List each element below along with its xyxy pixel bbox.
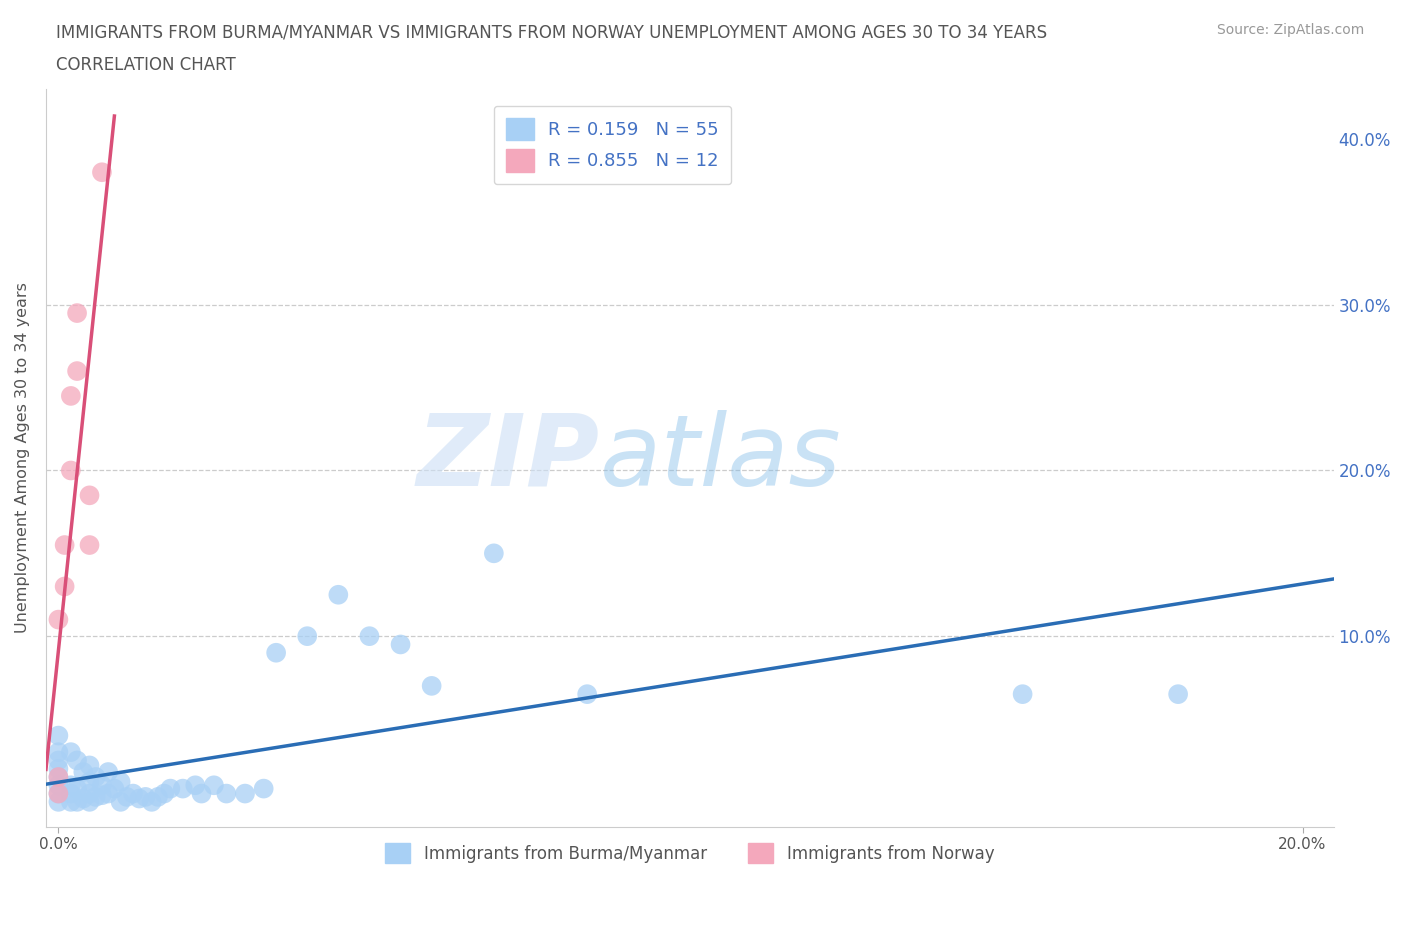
Y-axis label: Unemployment Among Ages 30 to 34 years: Unemployment Among Ages 30 to 34 years <box>15 283 30 633</box>
Point <box>59 389 82 404</box>
Point <box>53 579 76 594</box>
Point <box>84 769 107 784</box>
Point <box>66 364 89 379</box>
Point <box>172 781 194 796</box>
Legend: Immigrants from Burma/Myanmar, Immigrants from Norway: Immigrants from Burma/Myanmar, Immigrant… <box>378 836 1001 870</box>
Point <box>1011 686 1033 701</box>
Point <box>48 745 70 760</box>
Point <box>72 764 94 779</box>
Point <box>48 612 70 627</box>
Point <box>297 629 319 644</box>
Point <box>84 790 107 804</box>
Point <box>48 762 70 777</box>
Point <box>66 306 89 321</box>
Point <box>79 488 101 503</box>
Point <box>48 769 70 784</box>
Point <box>420 678 443 693</box>
Point <box>482 546 505 561</box>
Point <box>48 753 70 768</box>
Point <box>91 777 114 792</box>
Point <box>79 538 101 552</box>
Point <box>66 781 89 796</box>
Point <box>1167 686 1189 701</box>
Point <box>91 165 114 179</box>
Point <box>48 786 70 801</box>
Point <box>146 790 169 804</box>
Point <box>141 794 163 809</box>
Text: Source: ZipAtlas.com: Source: ZipAtlas.com <box>1216 23 1364 37</box>
Point <box>59 794 82 809</box>
Point <box>233 786 256 801</box>
Point <box>103 781 125 796</box>
Point <box>159 781 181 796</box>
Point <box>202 777 225 792</box>
Point <box>115 790 138 804</box>
Point <box>97 764 120 779</box>
Point <box>153 786 176 801</box>
Point <box>48 769 70 784</box>
Point <box>59 786 82 801</box>
Point <box>66 753 89 768</box>
Point <box>184 777 207 792</box>
Point <box>79 786 101 801</box>
Point <box>79 758 101 773</box>
Point <box>215 786 238 801</box>
Point <box>72 791 94 806</box>
Point <box>359 629 381 644</box>
Point <box>264 645 287 660</box>
Point <box>66 794 89 809</box>
Point <box>97 786 120 801</box>
Point <box>110 775 132 790</box>
Point <box>389 637 412 652</box>
Point <box>190 786 212 801</box>
Point <box>48 777 70 792</box>
Point <box>328 588 350 603</box>
Point <box>134 790 156 804</box>
Point <box>59 745 82 760</box>
Point <box>128 791 150 806</box>
Point <box>48 728 70 743</box>
Point <box>48 786 70 801</box>
Point <box>79 794 101 809</box>
Text: CORRELATION CHART: CORRELATION CHART <box>56 56 236 73</box>
Point <box>122 786 145 801</box>
Point <box>79 775 101 790</box>
Point <box>59 777 82 792</box>
Text: ZIP: ZIP <box>416 409 600 507</box>
Point <box>59 463 82 478</box>
Text: atlas: atlas <box>600 409 841 507</box>
Text: IMMIGRANTS FROM BURMA/MYANMAR VS IMMIGRANTS FROM NORWAY UNEMPLOYMENT AMONG AGES : IMMIGRANTS FROM BURMA/MYANMAR VS IMMIGRA… <box>56 23 1047 41</box>
Point <box>48 794 70 809</box>
Point <box>53 538 76 552</box>
Point <box>91 788 114 803</box>
Point <box>110 794 132 809</box>
Point <box>253 781 276 796</box>
Point <box>576 686 599 701</box>
